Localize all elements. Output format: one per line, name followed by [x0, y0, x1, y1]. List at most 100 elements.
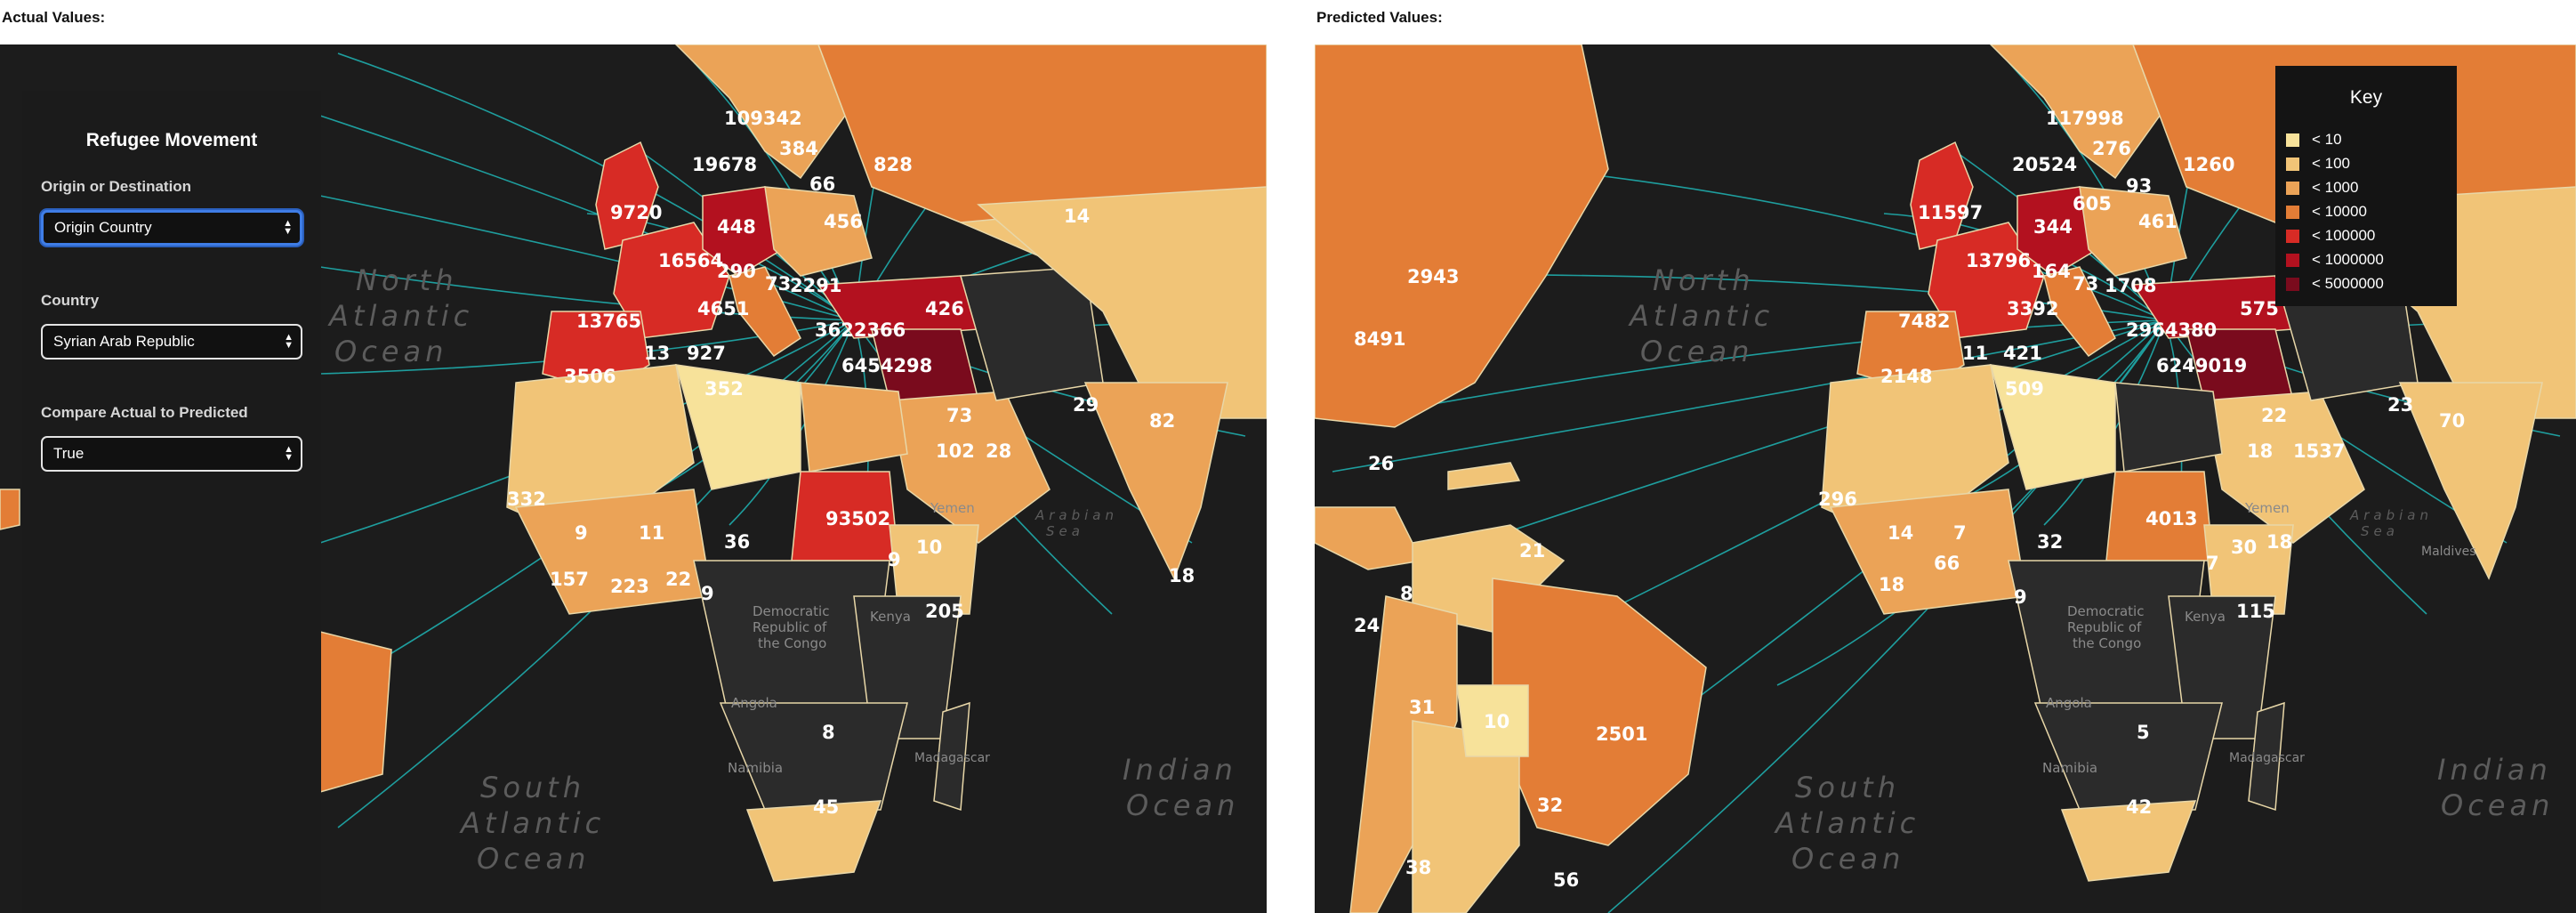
caribbean-region — [1447, 462, 1521, 490]
value-label: 352 — [704, 378, 744, 400]
southern-africa-region — [2033, 702, 2223, 811]
arabian-sea-label-1: Arabian — [1034, 507, 1118, 523]
predicted-map-canvas[interactable]: North Atlantic Ocean South Atlantic Ocea… — [1315, 44, 2576, 913]
origin-destination-select[interactable]: Origin Country ▲ ▼ — [41, 210, 302, 246]
arabian-sea-label-1: Arabian — [2349, 507, 2433, 523]
value-label: 22 — [2261, 405, 2287, 426]
value-label: 66 — [809, 174, 835, 195]
germany-region — [702, 186, 784, 277]
legend-item: < 1000000 — [2286, 250, 2384, 270]
country-select[interactable]: Syrian Arab Republic ▲ ▼ — [41, 324, 302, 360]
value-label: 32 — [1537, 795, 1563, 816]
ocean-labels: North Atlantic Ocean South Atlantic Ocea… — [327, 263, 1235, 876]
value-label: 19678 — [692, 154, 757, 175]
value-label: 1260 — [2183, 154, 2234, 175]
value-label: 223 — [610, 576, 649, 597]
legend-swatch — [2286, 229, 2299, 243]
value-label: 70 — [2439, 410, 2465, 432]
legend-label: < 10000 — [2312, 203, 2367, 220]
value-label: 4651 — [697, 298, 749, 319]
bolivia-region — [1456, 684, 1529, 757]
actual-map[interactable]: North Atlantic Ocean South Atlantic Ocea… — [0, 44, 1267, 913]
value-label: 73 — [946, 405, 972, 426]
south-atlantic-label-1: South — [1795, 771, 1900, 804]
arabia-region — [889, 391, 1051, 544]
value-label: 56 — [1553, 869, 1579, 891]
value-label: 205 — [925, 601, 964, 622]
value-label: 13765 — [576, 311, 641, 332]
arabian-sea-label-2: Sea — [2361, 523, 2399, 539]
value-label: 927 — [687, 343, 726, 364]
value-label: 9 — [701, 583, 714, 604]
yemen-label: Yemen — [930, 500, 975, 516]
value-label: 3622366 — [815, 319, 906, 341]
compare-select[interactable]: True ▲ ▼ — [41, 436, 302, 472]
value-label: 2964380 — [2126, 319, 2217, 341]
drc-label-1: Democratic — [2067, 603, 2144, 619]
andes-region — [1349, 595, 1458, 913]
arabian-sea-label-2: Sea — [1046, 523, 1084, 539]
legend-swatch — [2286, 181, 2299, 195]
place-labels: Democratic Republic of the Congo Angola … — [728, 500, 990, 776]
country-label: Country — [41, 292, 100, 309]
value-label: 2501 — [1596, 723, 1647, 745]
indian-ocean-label-1: Indian — [2437, 753, 2552, 787]
ocean-labels: North Atlantic Ocean South Atlantic Ocea… — [1628, 263, 2554, 876]
france-region — [1928, 222, 2045, 339]
legend-swatch — [2286, 205, 2299, 219]
value-label: 5 — [2137, 722, 2150, 743]
actual-map-canvas[interactable]: North Atlantic Ocean South Atlantic Ocea… — [0, 44, 1267, 913]
value-label: 344 — [2033, 216, 2073, 238]
horn-africa-region — [889, 524, 979, 615]
value-label: 157 — [550, 569, 589, 590]
value-label: 2943 — [1407, 266, 1459, 287]
horn-africa-region — [2203, 524, 2294, 615]
value-label: 22 — [665, 569, 691, 590]
value-label: 4013 — [2145, 508, 2197, 529]
value-label: 11597 — [1918, 202, 1983, 223]
italy-region — [729, 266, 801, 358]
actual-values-title: Actual Values: — [2, 9, 106, 26]
indian-ocean-label-2: Ocean — [2441, 788, 2554, 822]
north-america-region — [1315, 44, 1609, 428]
egypt-region — [2114, 382, 2223, 473]
value-label: 509 — [2005, 378, 2044, 400]
value-label: 3392 — [2007, 298, 2058, 319]
greenland-edge-region — [0, 489, 20, 530]
angola-label: Angola — [731, 695, 777, 711]
kenya-label: Kenya — [2185, 609, 2226, 625]
value-label: 66 — [1934, 553, 1960, 574]
value-label: 21 — [1519, 540, 1545, 562]
value-label: 421 — [2003, 343, 2042, 364]
compare-label: Compare Actual to Predicted — [41, 404, 248, 421]
predicted-map[interactable]: North Atlantic Ocean South Atlantic Ocea… — [1315, 44, 2576, 913]
value-label: 28 — [986, 440, 1011, 462]
value-label: 1708 — [2105, 275, 2156, 296]
legend-item: < 10000 — [2286, 202, 2367, 222]
compare-value: True — [53, 445, 85, 462]
madagascar-label: Madagascar — [2229, 751, 2305, 765]
central-europe-region — [2079, 186, 2187, 277]
origin-destination-value: Origin Country — [54, 219, 152, 236]
egypt-region — [800, 382, 908, 473]
south-atlantic-label-2: Atlantic — [459, 806, 605, 840]
country-shapes — [0, 44, 1267, 882]
north-atlantic-label-2: Atlantic — [327, 299, 473, 333]
value-label: 3506 — [564, 366, 616, 387]
value-label: 42 — [2126, 796, 2152, 818]
italy-region — [2043, 266, 2116, 358]
value-label: 332 — [507, 489, 546, 510]
legend-item: < 100 — [2286, 154, 2350, 174]
value-label: 11 — [1962, 343, 1988, 364]
value-label: 575 — [2240, 298, 2279, 319]
value-label: 16564 — [658, 250, 723, 271]
value-label: 18 — [2247, 440, 2273, 462]
value-label: 13 — [644, 343, 670, 364]
namibia-label: Namibia — [728, 760, 783, 776]
value-label: 38 — [1405, 857, 1431, 878]
value-label: 9720 — [610, 202, 662, 223]
value-label: 73 — [765, 273, 791, 295]
value-label: 29 — [1073, 394, 1099, 416]
value-label: 2148 — [1880, 366, 1932, 387]
south-atlantic-label-3: Ocean — [1791, 842, 1904, 876]
